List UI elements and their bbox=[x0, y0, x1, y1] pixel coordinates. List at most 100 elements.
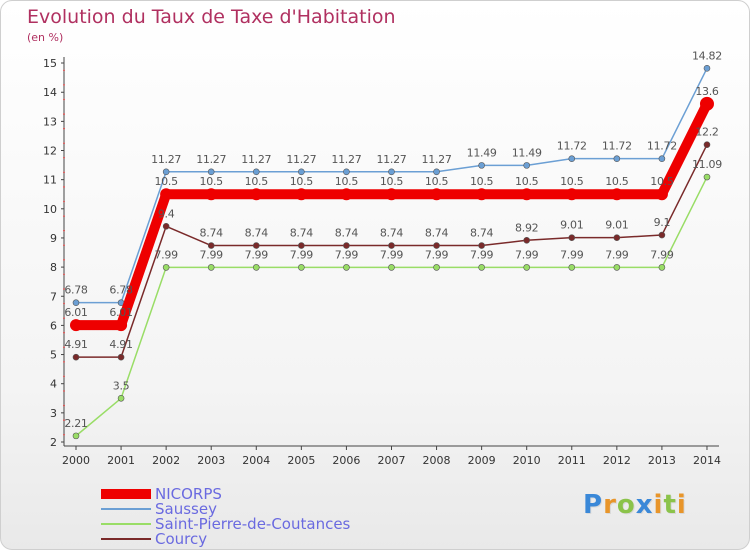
data-point bbox=[610, 188, 623, 201]
data-point bbox=[430, 188, 443, 201]
data-point bbox=[703, 173, 711, 181]
chart-subtitle: (en %) bbox=[27, 31, 64, 44]
data-label: 6.78 bbox=[64, 284, 88, 297]
data-label: 9.01 bbox=[605, 219, 628, 232]
data-label: 10.5 bbox=[154, 175, 178, 188]
brand-letter: t bbox=[663, 490, 677, 520]
legend-label-saint-pierre: Saint-Pierre-de-Coutances bbox=[155, 515, 351, 533]
x-tick-label: 2014 bbox=[693, 454, 721, 467]
data-point bbox=[613, 155, 621, 162]
data-label: 11.72 bbox=[647, 140, 677, 153]
data-label: 11.49 bbox=[467, 146, 497, 159]
data-point bbox=[72, 299, 80, 306]
data-point bbox=[703, 64, 711, 72]
data-label: 4.91 bbox=[109, 338, 132, 351]
data-label: 8.74 bbox=[200, 227, 224, 240]
data-point bbox=[655, 188, 668, 201]
data-label: 10.5 bbox=[515, 175, 539, 188]
data-label: 10.5 bbox=[470, 175, 494, 188]
y-minor-tick bbox=[63, 156, 65, 159]
data-label: 10.5 bbox=[245, 175, 269, 188]
data-label: 8.74 bbox=[335, 227, 359, 240]
data-label: 14.82 bbox=[692, 49, 722, 62]
data-point bbox=[568, 155, 576, 162]
legend-swatch-saint-pierre bbox=[101, 523, 151, 525]
brand-letter: o bbox=[616, 490, 636, 520]
data-point bbox=[205, 188, 218, 201]
data-point bbox=[207, 168, 215, 176]
data-label: 7.99 bbox=[470, 248, 494, 261]
data-point bbox=[658, 264, 666, 271]
x-tick-label: 2003 bbox=[197, 454, 225, 467]
data-point bbox=[568, 234, 576, 241]
chart-title: Evolution du Taux de Taxe d'Habitation bbox=[27, 6, 396, 28]
data-point bbox=[117, 394, 125, 402]
y-minor-tick bbox=[63, 186, 65, 188]
data-label: 7.99 bbox=[605, 248, 629, 261]
data-point bbox=[658, 155, 666, 162]
data-label: 7.99 bbox=[200, 248, 224, 261]
data-point bbox=[72, 353, 80, 361]
legend-swatch-saussey bbox=[101, 508, 151, 510]
data-point bbox=[433, 264, 440, 271]
x-tick-label: 2004 bbox=[242, 454, 270, 467]
data-point bbox=[520, 188, 533, 201]
y-minor-tick bbox=[63, 200, 65, 203]
data-label: 8.74 bbox=[290, 227, 314, 240]
y-minor-tick bbox=[63, 433, 65, 436]
data-point bbox=[72, 432, 80, 440]
y-minor-tick bbox=[63, 390, 65, 392]
data-point bbox=[478, 162, 485, 169]
x-tick-label: 2008 bbox=[423, 454, 451, 467]
y-tick-label: 12 bbox=[43, 145, 57, 158]
data-label: 11.27 bbox=[151, 153, 181, 166]
y-tick-label: 7 bbox=[50, 290, 57, 303]
data-point bbox=[298, 264, 305, 271]
data-label: 2.21 bbox=[64, 417, 87, 430]
y-tick-label: 13 bbox=[43, 115, 57, 128]
data-label: 11.27 bbox=[422, 153, 452, 166]
data-label: 8.74 bbox=[425, 227, 449, 240]
y-minor-tick bbox=[63, 419, 65, 422]
y-minor-tick bbox=[63, 127, 65, 130]
x-tick-label: 2007 bbox=[377, 454, 405, 467]
data-label: 7.99 bbox=[154, 248, 178, 261]
data-label: 11.72 bbox=[557, 140, 587, 153]
y-minor-tick bbox=[63, 331, 65, 334]
data-point bbox=[565, 188, 578, 201]
data-point bbox=[343, 264, 350, 271]
y-tick-label: 15 bbox=[43, 57, 57, 70]
data-point bbox=[613, 264, 621, 271]
y-minor-tick bbox=[63, 375, 65, 378]
y-minor-tick bbox=[63, 84, 65, 86]
data-point bbox=[162, 222, 170, 230]
brand-letter: i bbox=[653, 490, 664, 520]
brand-letter: i bbox=[676, 490, 687, 520]
data-label: 7.99 bbox=[515, 248, 539, 261]
data-label: 7.99 bbox=[380, 248, 404, 261]
data-label: 4.91 bbox=[64, 338, 87, 351]
data-point bbox=[433, 242, 440, 249]
data-point bbox=[298, 168, 305, 176]
y-minor-tick bbox=[63, 360, 65, 363]
data-point bbox=[117, 353, 125, 361]
brand-logo: Proxiti bbox=[583, 490, 687, 520]
data-point bbox=[388, 242, 395, 249]
data-label: 11.09 bbox=[692, 158, 722, 171]
data-label: 7.99 bbox=[425, 248, 449, 261]
data-label: 6.01 bbox=[109, 306, 132, 319]
data-label: 11.27 bbox=[331, 153, 361, 166]
data-label: 9.01 bbox=[560, 219, 583, 232]
legend-label-saussey: Saussey bbox=[155, 500, 217, 518]
data-point bbox=[295, 188, 308, 201]
legend-label-nicorps: NICORPS bbox=[155, 485, 222, 503]
data-point bbox=[699, 96, 714, 111]
data-label: 9.4 bbox=[158, 207, 175, 220]
x-tick-label: 2000 bbox=[62, 454, 90, 467]
data-label: 11.27 bbox=[286, 153, 316, 166]
y-minor-tick bbox=[63, 171, 65, 174]
data-label: 6.78 bbox=[109, 284, 133, 297]
data-point bbox=[388, 168, 395, 176]
x-tick-label: 2005 bbox=[287, 454, 315, 467]
y-tick-label: 4 bbox=[50, 378, 57, 391]
